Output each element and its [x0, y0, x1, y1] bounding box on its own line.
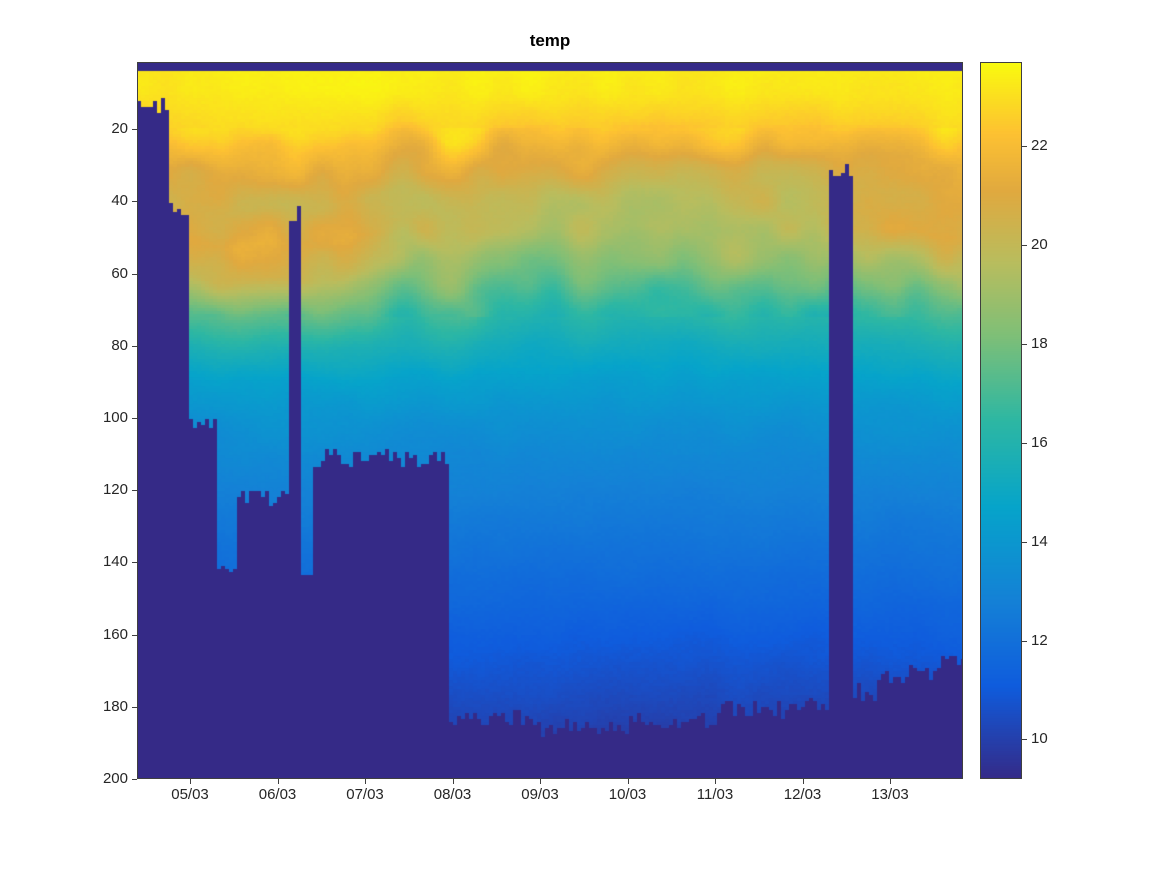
colorbar-tick — [1022, 640, 1027, 642]
y-tick — [132, 345, 137, 347]
chart-title: temp — [529, 31, 571, 50]
y-tick-label: 60 — [111, 264, 128, 282]
x-tick-label: 10/03 — [608, 786, 647, 803]
colorbar-tick — [1022, 244, 1027, 246]
x-tick-label: 13/03 — [871, 786, 909, 803]
x-tick — [890, 779, 892, 784]
x-tick-label: 05/03 — [171, 786, 209, 803]
heatmap-canvas — [137, 62, 963, 779]
y-tick — [132, 490, 137, 492]
y-tick-label: 140 — [102, 553, 128, 571]
x-tick — [802, 779, 804, 784]
x-tick-label: 08/03 — [433, 786, 472, 803]
x-tick-label: 11/03 — [696, 786, 734, 803]
colorbar-tick-label: 22 — [1031, 137, 1048, 155]
y-tick-label: 20 — [111, 120, 128, 138]
y-tick — [132, 634, 137, 636]
x-tick-label: 09/03 — [521, 786, 559, 803]
y-tick — [132, 562, 137, 564]
colorbar-tick-label: 14 — [1031, 532, 1048, 550]
colorbar-canvas — [980, 62, 1022, 779]
x-tick — [365, 779, 367, 784]
x-tick-label: 06/03 — [258, 786, 297, 803]
x-tick — [627, 779, 629, 784]
y-tick — [132, 129, 137, 131]
x-tick — [715, 779, 717, 784]
colorbar-tick-label: 20 — [1031, 235, 1048, 253]
y-tick — [132, 273, 137, 275]
colorbar-tick — [1022, 442, 1027, 444]
colorbar-tick — [1022, 541, 1027, 543]
x-tick — [190, 779, 192, 784]
y-tick-label: 200 — [102, 770, 128, 787]
colorbar-tick — [1022, 343, 1027, 345]
y-tick — [132, 417, 137, 419]
y-tick-label: 80 — [111, 336, 128, 354]
colorbar-tick — [1022, 146, 1027, 148]
colorbar-tick-label: 16 — [1031, 433, 1048, 451]
y-tick-label: 160 — [102, 625, 128, 643]
colorbar-tick-label: 18 — [1031, 334, 1048, 352]
y-tick-label: 40 — [111, 192, 128, 210]
x-tick — [277, 779, 279, 784]
y-tick-label: 180 — [102, 697, 128, 715]
y-tick-label: 100 — [102, 408, 128, 426]
y-tick-label: 120 — [102, 481, 128, 499]
y-tick — [132, 706, 137, 708]
x-tick-label: 07/03 — [346, 786, 384, 803]
x-tick — [540, 779, 542, 784]
x-tick — [452, 779, 454, 784]
colorbar-tick-label: 10 — [1031, 730, 1048, 748]
colorbar-tick-label: 12 — [1031, 631, 1048, 649]
colorbar-tick — [1022, 739, 1027, 741]
x-tick-label: 12/03 — [783, 786, 822, 803]
y-tick — [132, 779, 137, 780]
y-tick — [132, 201, 137, 203]
